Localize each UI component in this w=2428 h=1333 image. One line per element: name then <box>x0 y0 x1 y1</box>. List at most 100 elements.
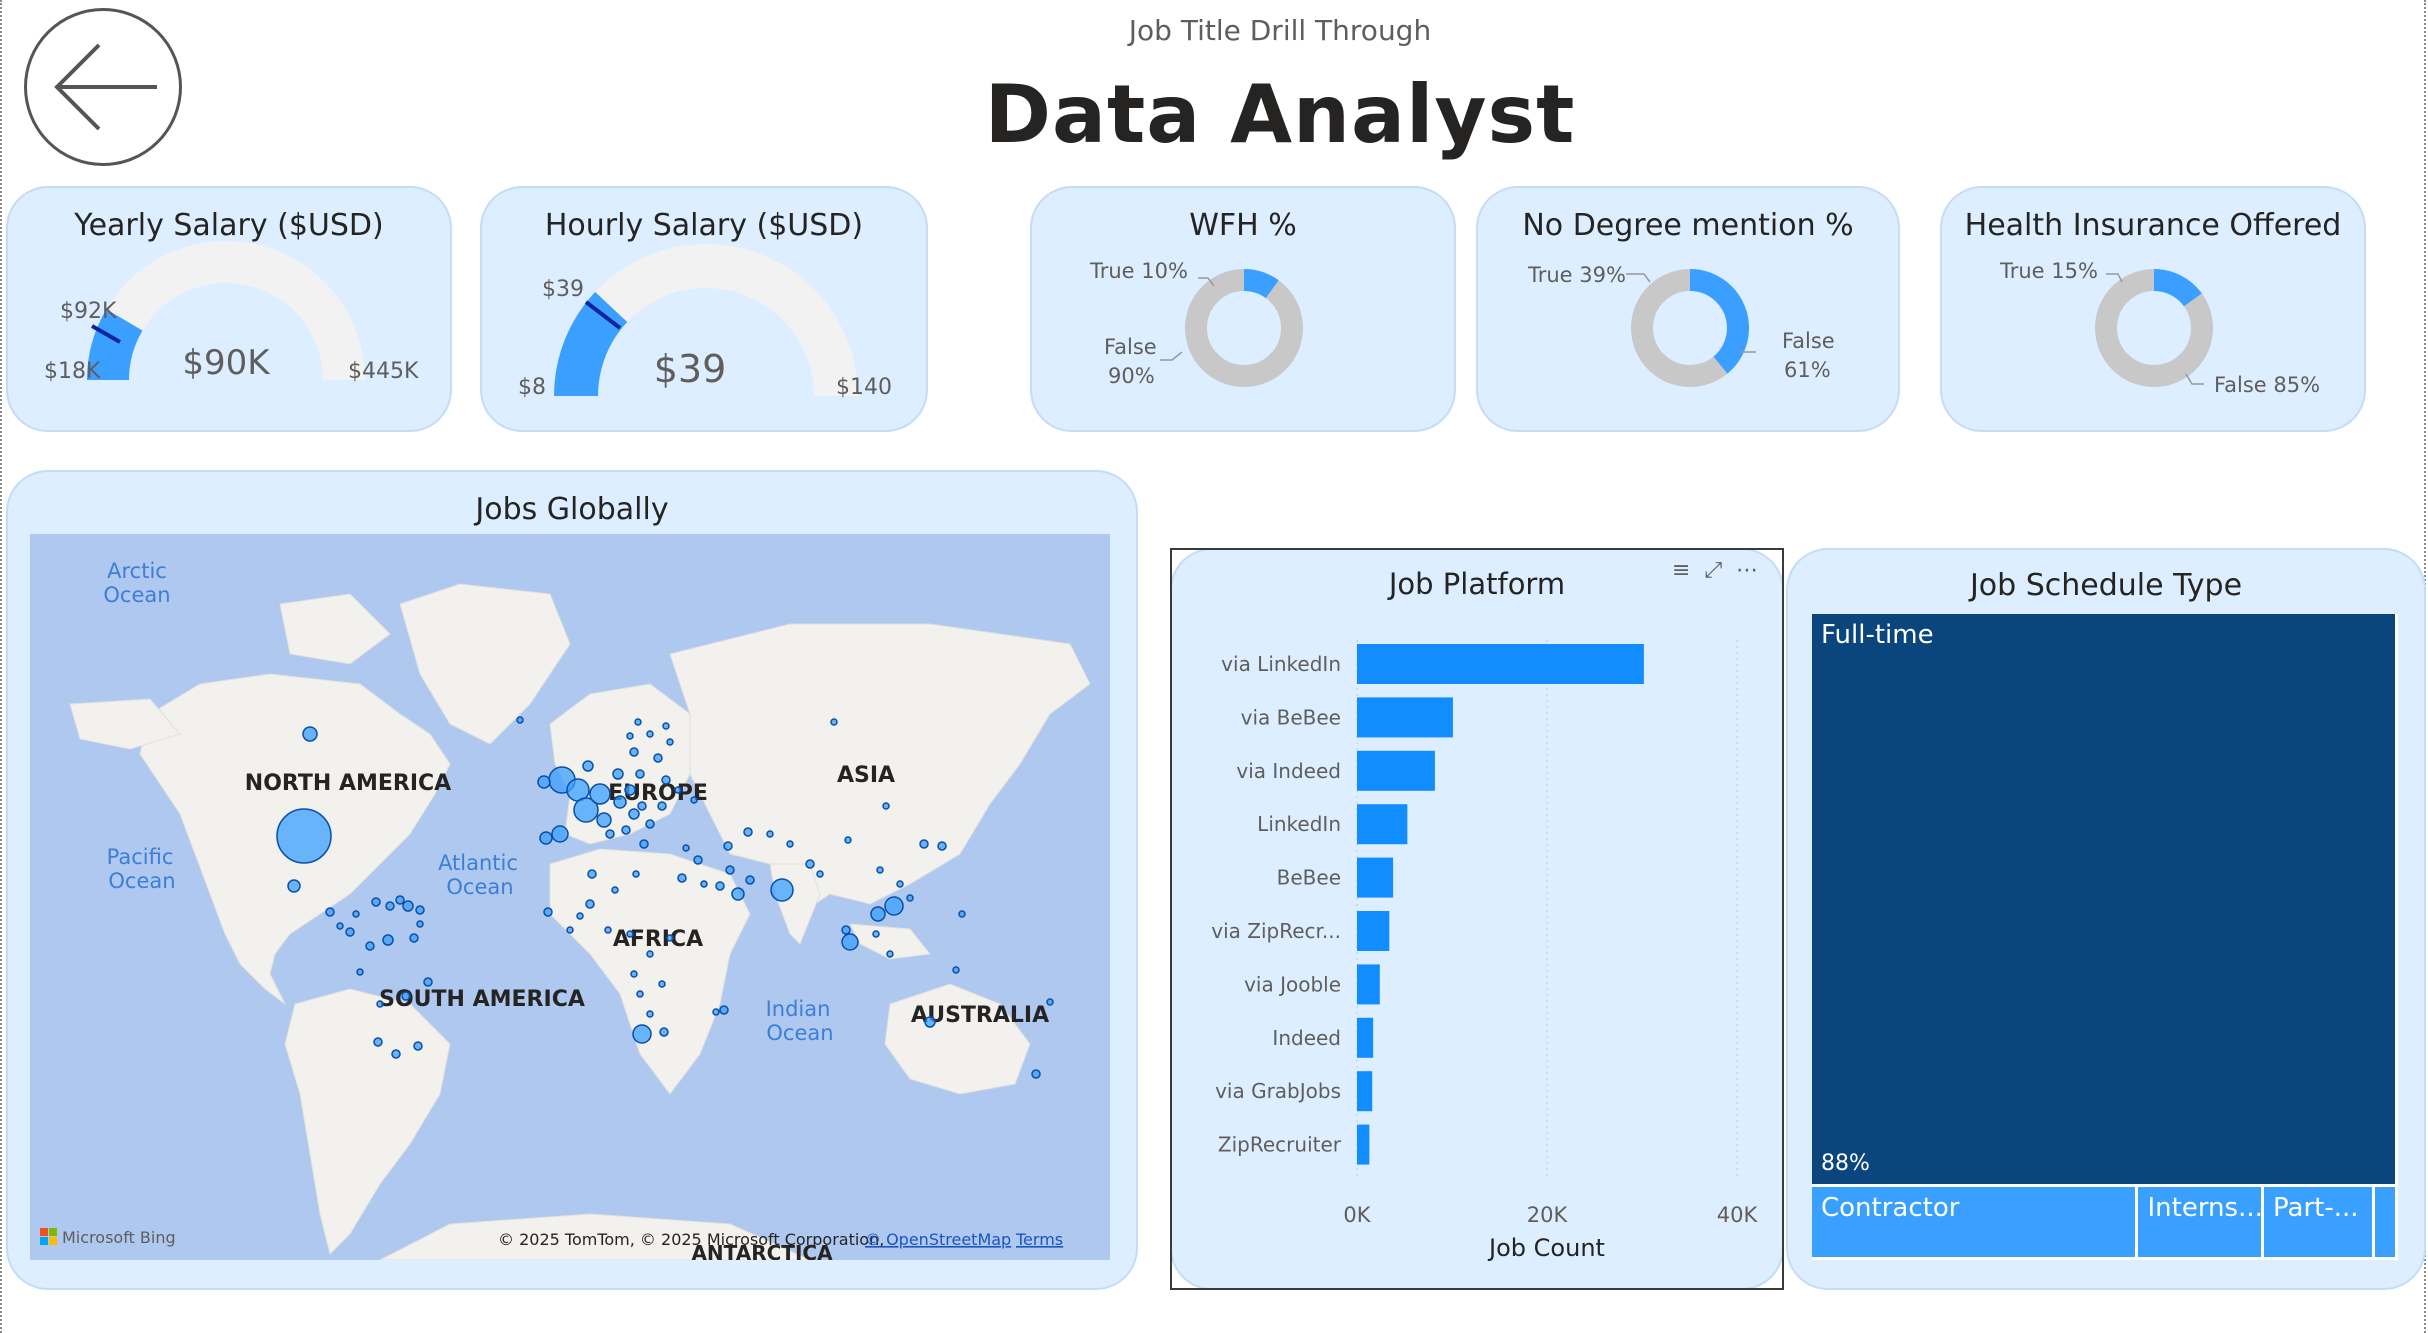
card-title: WFH % <box>1189 208 1297 243</box>
map-bubble <box>276 808 332 864</box>
map-bubble <box>551 825 569 843</box>
category-label: LinkedIn <box>1257 812 1341 836</box>
map-bubble <box>628 808 640 820</box>
map-bubble <box>416 920 424 928</box>
map-bubble <box>870 906 886 922</box>
map-bubble <box>395 895 405 905</box>
card-title: Yearly Salary ($USD) <box>74 208 384 243</box>
map-bubble <box>844 836 852 844</box>
map-bubble <box>630 970 638 978</box>
job-platform-focus-frame <box>1170 548 1784 1290</box>
bar <box>1357 804 1408 845</box>
map-bubble <box>725 865 735 875</box>
map-bubble <box>658 980 666 988</box>
map-bubble <box>872 930 880 938</box>
gauge-min-label: $8 <box>518 375 546 400</box>
osm-link[interactable]: © OpenStreetMap <box>865 1230 1011 1249</box>
map-bubble <box>636 990 644 998</box>
wfh-donut: True 10% False 90% <box>1089 259 1303 388</box>
map-bubble <box>653 753 663 763</box>
gauge-target-label: $92K <box>60 299 117 324</box>
category-label: via LinkedIn <box>1221 652 1341 676</box>
world-map[interactable]: Arctic Ocean Pacific Ocean Atlantic Ocea… <box>30 534 1110 1260</box>
map-bubble <box>612 768 624 780</box>
gauge-value-label: $90K <box>182 343 271 383</box>
treemap-cell-full-time[interactable]: Full-time 88% <box>1812 614 2398 1188</box>
map-bubble <box>661 775 671 785</box>
treemap-cell-label: Full-time <box>1821 620 1934 650</box>
gauge-fill <box>86 309 143 381</box>
map-copyright: © 2025 TomTom, © 2025 Microsoft Corporat… <box>498 1230 884 1249</box>
map-bubble <box>805 859 815 869</box>
arctic-ocean-label: Arctic <box>107 559 167 583</box>
atlantic-ocean-label: Atlantic <box>438 851 518 875</box>
map-bubble <box>587 869 597 879</box>
wfh-card[interactable]: WFH % True 10% False 90% <box>1030 186 1456 432</box>
health-insurance-card[interactable]: Health Insurance Offered True 15% False … <box>1940 186 2366 432</box>
map-bubble <box>731 887 745 901</box>
map-bubble <box>604 926 612 934</box>
map-bubble <box>401 991 411 1001</box>
map-bubble <box>682 844 690 852</box>
map-bubble <box>952 966 960 974</box>
map-bubble <box>585 899 595 909</box>
map-bubble <box>770 878 794 902</box>
map-bubble <box>626 930 634 938</box>
page-edge-left <box>0 0 2 1333</box>
map-bubble <box>712 1008 720 1016</box>
map-bubble <box>573 797 599 823</box>
africa-label: AFRICA <box>613 927 703 952</box>
map-bubble <box>413 1041 423 1051</box>
map-bubble <box>830 718 838 726</box>
map-bubble <box>884 896 904 916</box>
more-options-icon[interactable]: ⋯ <box>1736 558 1759 583</box>
category-label: via ZipRecr... <box>1211 919 1341 943</box>
bing-logo: Microsoft Bing <box>40 1228 176 1247</box>
yearly-salary-card[interactable]: Yearly Salary ($USD) $92K $18K $445K $90… <box>6 186 452 432</box>
map-bubble <box>919 839 929 849</box>
donut-true-slice <box>1185 269 1303 387</box>
map-bubble <box>356 968 364 976</box>
gauge-target-marker <box>91 324 121 344</box>
map-bubble <box>589 783 611 805</box>
map-bubble <box>646 1010 654 1018</box>
x-tick-label: 0K <box>1343 1203 1371 1227</box>
map-bubble <box>385 901 395 911</box>
category-label: via Indeed <box>1236 759 1341 783</box>
indian-ocean-label: Indian <box>766 997 831 1021</box>
bing-label: Microsoft Bing <box>62 1228 176 1247</box>
treemap-cell-internship[interactable]: Interns... <box>2138 1187 2265 1260</box>
donut-true-label: True 15% <box>1999 259 2098 283</box>
filter-icon[interactable]: ≡ <box>1672 558 1691 583</box>
map-bubble <box>786 840 794 848</box>
antarctica-label: ANTARCTICA <box>691 1241 833 1260</box>
map-bubble <box>937 841 947 851</box>
map-bubble <box>624 784 636 796</box>
treemap-cell-part-time[interactable]: Part-... <box>2264 1187 2375 1260</box>
back-button[interactable] <box>24 8 182 166</box>
no-degree-donut: True 39% False 61% <box>1527 263 1835 387</box>
no-degree-card[interactable]: No Degree mention % True 39% False 61% <box>1476 186 1900 432</box>
gauge-value-label: $39 <box>654 347 727 391</box>
map-bubble <box>409 933 419 943</box>
x-tick-label: 20K <box>1527 1203 1569 1227</box>
hourly-salary-card[interactable]: Hourly Salary ($USD) $39 $8 $140 $39 <box>480 186 928 432</box>
terms-link[interactable]: Terms <box>1015 1230 1063 1249</box>
job-schedule-title: Job Schedule Type <box>1969 568 2243 603</box>
map-bubble <box>423 977 433 987</box>
treemap-cell-other[interactable] <box>2374 1187 2398 1260</box>
map-bubble <box>841 925 851 935</box>
map-bubble <box>1031 1069 1041 1079</box>
job-platform-chart: Job Platform 0K 20K 40K via LinkedIn via BeBe… <box>1211 567 1758 1262</box>
category-label: BeBee <box>1277 866 1341 890</box>
map-bubble <box>743 827 753 837</box>
map-bubble <box>325 907 335 917</box>
map-bubble <box>415 905 425 915</box>
treemap-cell-contractor[interactable]: Contractor <box>1812 1187 2139 1260</box>
map-bubble <box>766 830 774 838</box>
focus-mode-icon[interactable]: ⤢ <box>1704 558 1723 583</box>
map-bubble <box>666 738 674 746</box>
x-axis-title: Job Count <box>1487 1234 1605 1262</box>
north-america-label: NORTH AMERICA <box>245 771 451 796</box>
bar <box>1357 1017 1374 1058</box>
